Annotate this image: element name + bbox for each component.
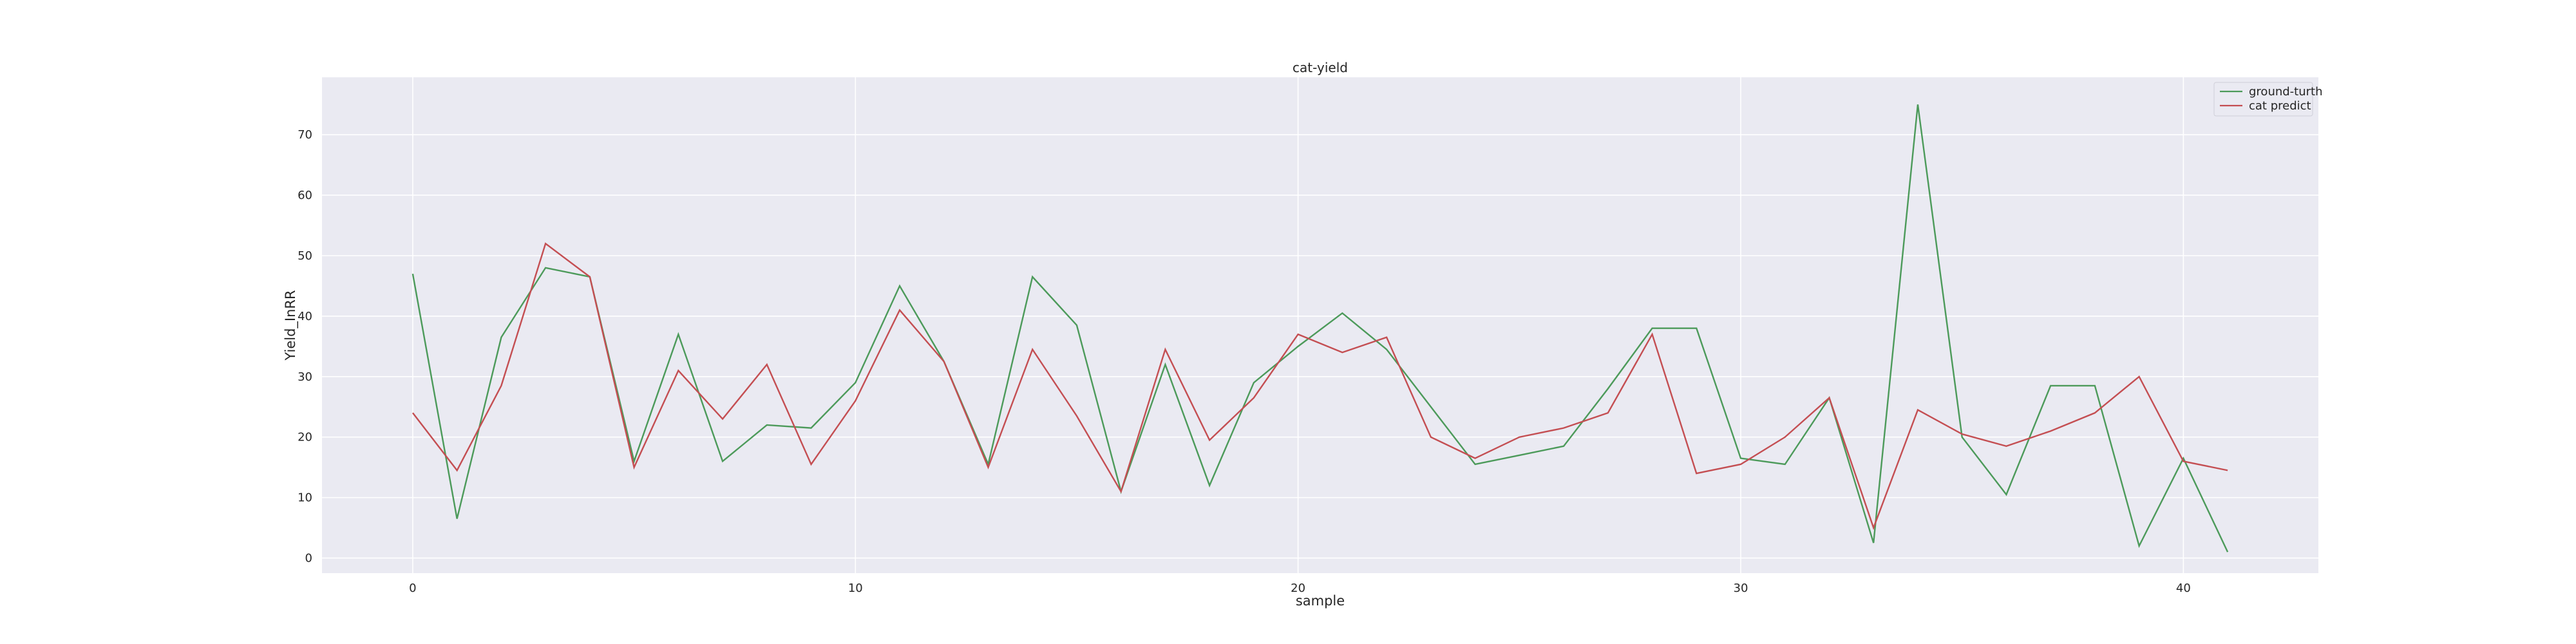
series-layer [412, 104, 2229, 553]
legend-label-cat-predict: cat predict [2249, 99, 2311, 113]
y-axis-label: Yield_InRR [283, 290, 299, 361]
grid [322, 77, 2318, 573]
y-tick-label: 70 [298, 128, 312, 142]
y-tick-label: 0 [305, 552, 312, 565]
y-tick-label: 30 [298, 370, 312, 384]
x-tick-label: 20 [1291, 582, 1305, 595]
x-tick-label: 30 [1734, 582, 1748, 595]
series-line-cat-predict [412, 242, 2228, 531]
x-tick-label: 10 [848, 582, 863, 595]
y-tick-label: 10 [298, 491, 312, 505]
chart-title: cat-yield [1293, 60, 1348, 75]
x-tick-label: 0 [409, 582, 416, 595]
legend-label-ground-turth: ground-turth [2249, 85, 2323, 99]
tick-layer: 0 10 20 30 40 0 10 20 30 40 50 60 70 [298, 128, 2191, 595]
legend: ground-turth cat predict [2213, 82, 2323, 117]
y-tick-label: 50 [298, 249, 312, 263]
y-tick-label: 20 [298, 431, 312, 444]
plot-area [322, 77, 2318, 573]
x-tick-label: 40 [2176, 582, 2191, 595]
series-line-ground-turth [412, 104, 2229, 553]
x-axis-label: sample [1296, 593, 1345, 609]
y-tick-label: 60 [298, 189, 312, 202]
y-tick-label: 40 [298, 310, 312, 323]
